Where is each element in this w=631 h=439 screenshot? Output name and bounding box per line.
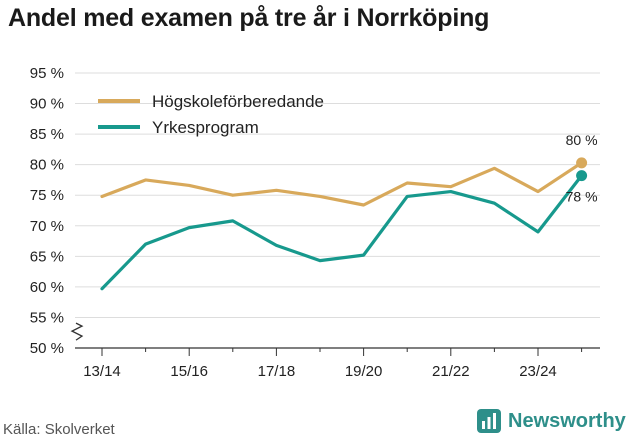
- axis-break-icon: [70, 322, 84, 341]
- x-tick-label: 23/24: [519, 363, 557, 380]
- series-end-point: [576, 170, 588, 182]
- y-tick-label: 70 %: [30, 218, 64, 235]
- data-label: 78 %: [566, 189, 598, 205]
- y-axis-ticks: 50 % 55 % 60 % 65 % 70 % 75 % 80 % 85 % 90 % 95 %: [30, 65, 64, 357]
- y-tick-label: 55 %: [30, 309, 64, 326]
- y-tick-label: 95 %: [30, 65, 64, 82]
- y-tick-label: 65 %: [30, 248, 64, 265]
- y-tick-label: 90 %: [30, 96, 64, 113]
- y-tick-label: 85 %: [30, 126, 64, 143]
- y-tick-label: 50 %: [30, 340, 64, 357]
- legend-label: Högskoleförberedande: [152, 92, 324, 111]
- x-tick-label: 15/16: [170, 363, 208, 380]
- series-end-point: [576, 157, 588, 169]
- y-tick-label: 75 %: [30, 187, 64, 204]
- y-tick-label: 80 %: [30, 157, 64, 174]
- brand-name: Newsworthy: [508, 409, 626, 432]
- y-tick-label: 60 %: [30, 279, 64, 296]
- legend: Högskoleförberedande Yrkesprogram: [98, 92, 324, 137]
- data-label: 80 %: [566, 132, 598, 148]
- x-tick-label: 13/14: [83, 363, 121, 380]
- series-line: [100, 161, 584, 207]
- grid-lines: [70, 72, 600, 349]
- newsworthy-chart-icon: [477, 409, 501, 433]
- source-note: Källa: Skolverket: [3, 421, 115, 438]
- x-tick-label: 19/20: [345, 363, 383, 380]
- series-lines: 80 % 78 %: [100, 132, 598, 291]
- x-axis-ticks: 13/14 15/16 17/18 19/20 21/22 23/24: [83, 348, 583, 380]
- brand-logo: Newsworthy: [476, 408, 626, 434]
- series-line: [100, 174, 584, 291]
- chart-title: Andel med examen på tre år i Norrköping: [8, 4, 490, 32]
- x-tick-label: 17/18: [258, 363, 296, 380]
- x-tick-label: 21/22: [432, 363, 470, 380]
- legend-label: Yrkesprogram: [152, 118, 259, 137]
